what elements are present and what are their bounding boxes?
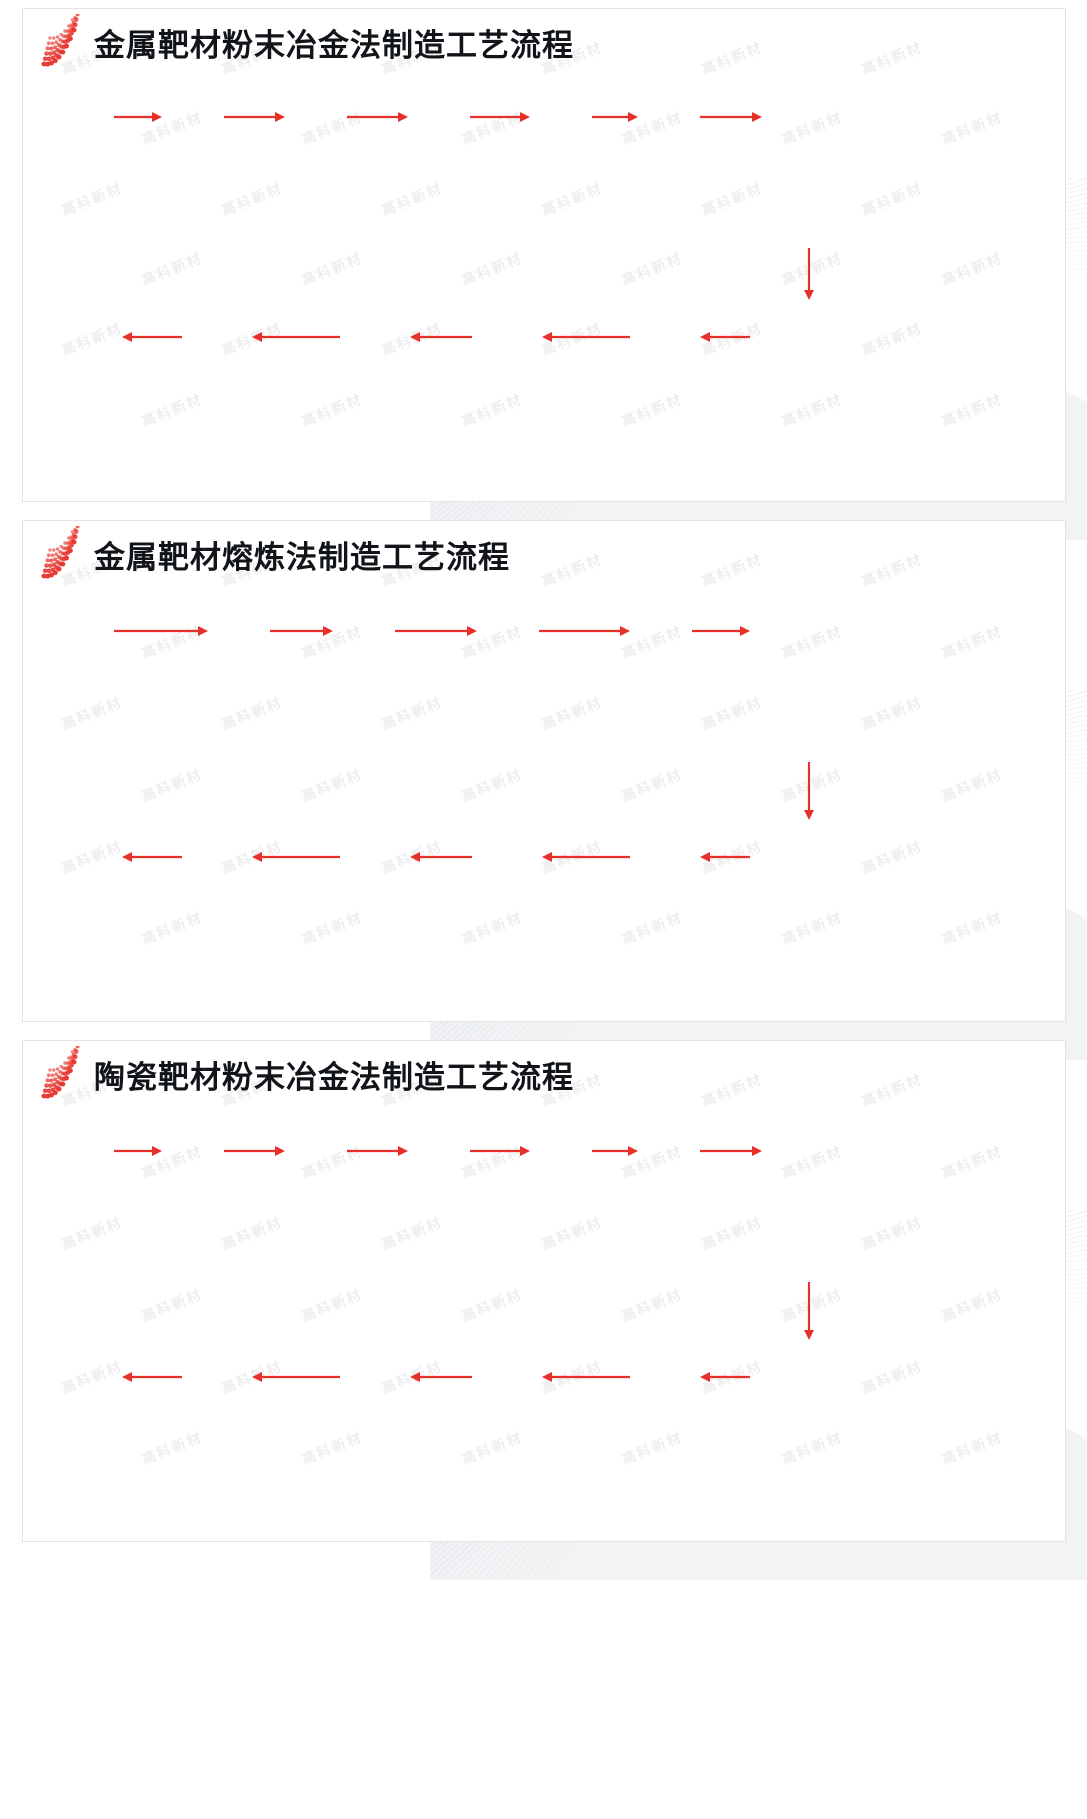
section-title-row: 金属靶材粉末冶金法制造工艺流程 (38, 10, 574, 70)
flow-arrow-left (700, 330, 750, 349)
flow-arrow-left (252, 330, 340, 349)
flow-arrow-left (252, 1370, 340, 1389)
section-title: 金属靶材熔炼法制造工艺流程 (94, 539, 510, 576)
flow-arrow-right (700, 110, 762, 129)
flow-arrow-right (347, 110, 408, 129)
flow-arrow-left (700, 850, 750, 869)
flow-arrow-right (224, 1144, 285, 1163)
flow-arrow-down (802, 1282, 816, 1345)
flow-arrow-left (542, 850, 630, 869)
section-title: 陶瓷靶材粉末冶金法制造工艺流程 (94, 1059, 574, 1096)
section-frame (22, 1040, 1066, 1542)
flow-arrow-left (542, 330, 630, 349)
flow-arrow-left (410, 330, 472, 349)
flow-arrow-left (700, 1370, 750, 1389)
flow-arrow-left (410, 1370, 472, 1389)
flow-arrow-left (122, 850, 182, 869)
flow-arrow-down (802, 762, 816, 825)
flow-arrow-right (470, 1144, 530, 1163)
flow-arrow-right (114, 1144, 162, 1163)
flow-arrow-right (592, 110, 638, 129)
flow-arrow-left (542, 1370, 630, 1389)
section-frame (22, 8, 1066, 502)
flow-arrow-right (347, 1144, 408, 1163)
section-frame (22, 520, 1066, 1022)
flow-arrow-right (114, 110, 162, 129)
flow-arrow-right (470, 110, 530, 129)
flow-arrow-left (410, 850, 472, 869)
flow-arrow-down (802, 248, 816, 305)
flow-arrow-right (692, 624, 750, 643)
flow-arrow-left (252, 850, 340, 869)
flow-arrow-right (114, 624, 208, 643)
flow-arrow-right (224, 110, 285, 129)
section-title-row: 陶瓷靶材粉末冶金法制造工艺流程 (38, 1042, 574, 1102)
section-title-row: 金属靶材熔炼法制造工艺流程 (38, 522, 510, 582)
section-title: 金属靶材粉末冶金法制造工艺流程 (94, 27, 574, 64)
flow-arrow-right (270, 624, 333, 643)
flow-arrow-right (700, 1144, 762, 1163)
dotted-swoosh-icon (38, 10, 84, 70)
flow-arrow-right (395, 624, 477, 643)
flow-arrow-right (592, 1144, 638, 1163)
flow-arrow-left (122, 1370, 182, 1389)
flow-arrow-right (539, 624, 630, 643)
dotted-swoosh-icon (38, 522, 84, 582)
dotted-swoosh-icon (38, 1042, 84, 1102)
flow-arrow-left (122, 330, 182, 349)
